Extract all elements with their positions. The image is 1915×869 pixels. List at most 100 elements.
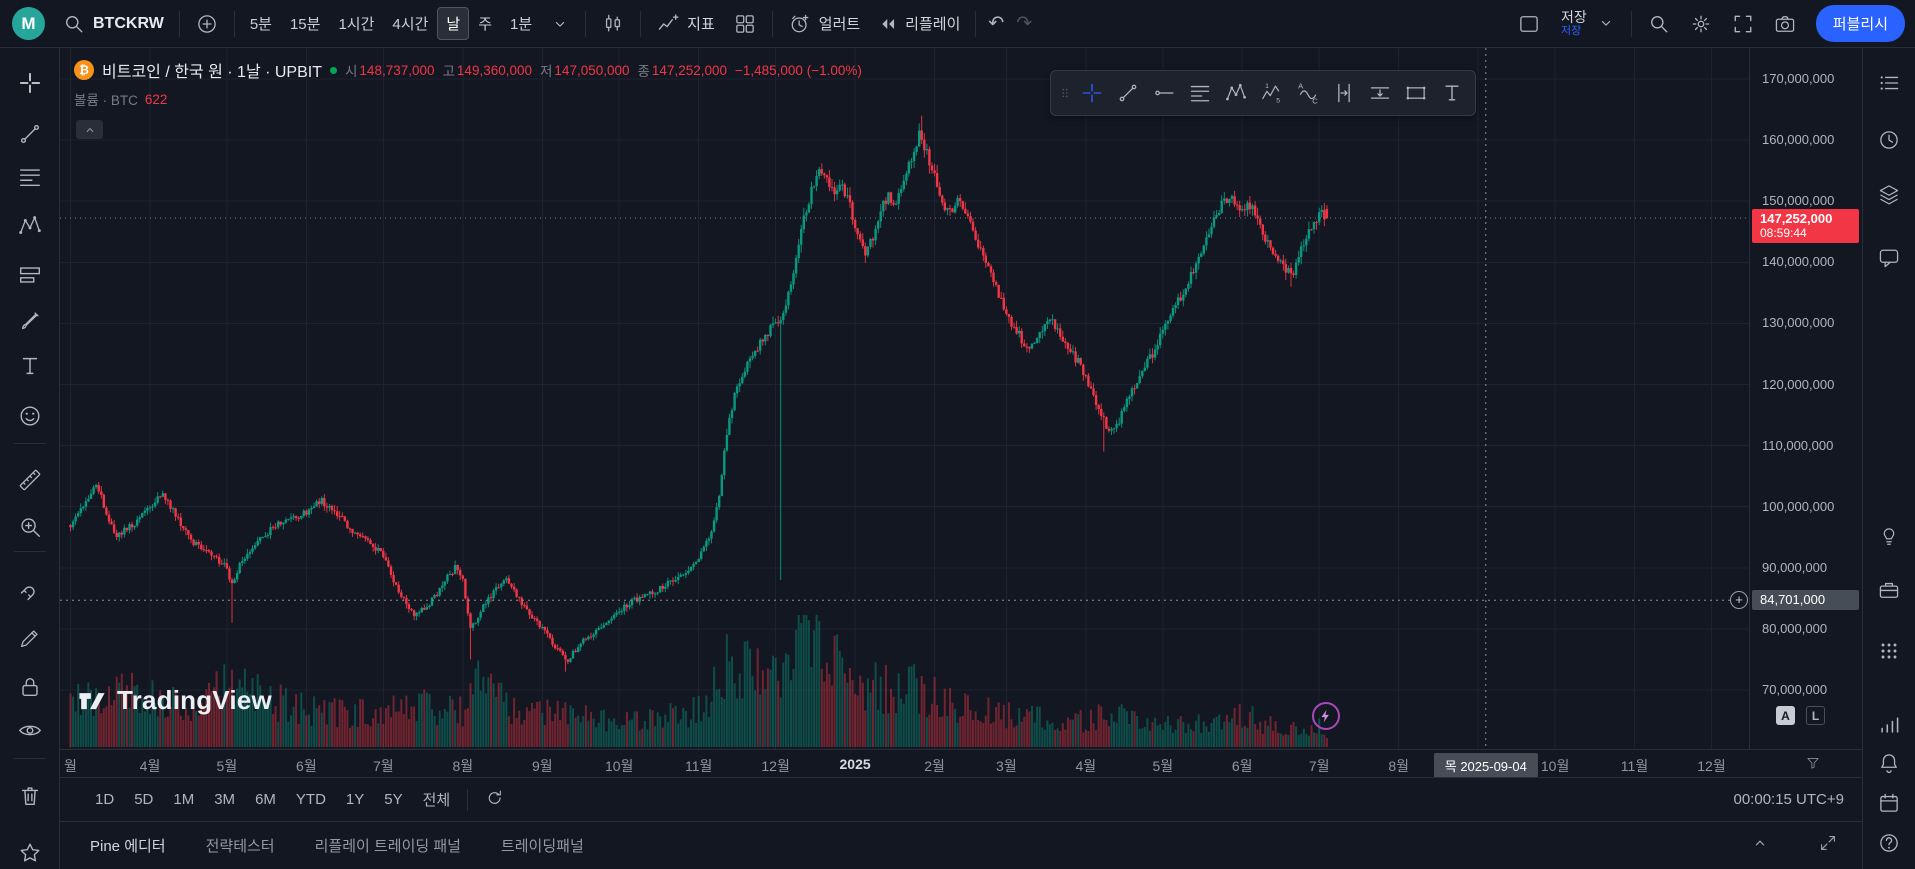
crosshair-plus-icon[interactable]: +	[1730, 591, 1748, 609]
float-trendline-button[interactable]	[1111, 76, 1145, 110]
portfolio-button[interactable]	[1869, 571, 1909, 609]
tradingview-logo-icon	[76, 684, 108, 716]
chart-style-button[interactable]	[592, 6, 634, 42]
chat-button[interactable]	[1869, 239, 1909, 277]
auto-scale-button[interactable]: A	[1776, 706, 1795, 725]
timeframe-1w[interactable]: 주	[469, 7, 501, 40]
panel-maximize-button[interactable]	[1814, 829, 1842, 862]
float-abc-pattern-button[interactable]	[1291, 76, 1325, 110]
alert-button[interactable]: 얼러트	[779, 6, 869, 42]
brush-tool-button[interactable]	[8, 301, 52, 341]
apps-button[interactable]	[1869, 632, 1909, 670]
range-3m[interactable]: 3M	[205, 786, 244, 813]
time-axis[interactable]: 목 2025-09-04 월 4월 5월 6월 7월 8월 9월 10월 11월 12월 2025 2…	[60, 749, 1862, 777]
candlestick-plot[interactable]	[60, 48, 1749, 749]
range-1y[interactable]: 1Y	[337, 786, 373, 813]
float-elliott-button[interactable]	[1255, 76, 1289, 110]
range-5y[interactable]: 5Y	[375, 786, 411, 813]
log-scale-button[interactable]: L	[1806, 706, 1825, 725]
float-date-range-button[interactable]	[1327, 76, 1361, 110]
snapshot-button[interactable]	[1764, 6, 1806, 42]
tradingview-watermark[interactable]: TradingView	[76, 684, 272, 716]
timeframe-1d[interactable]: 날	[437, 7, 470, 40]
session-clock[interactable]: 00:00:15 UTC+9	[1733, 791, 1845, 808]
range-6m[interactable]: 6M	[246, 786, 285, 813]
indicators-button[interactable]: 지표	[647, 6, 724, 42]
tab-replay-trading-panel[interactable]: 리플레이 트레이딩 패널	[315, 835, 461, 856]
alerts-panel-button[interactable]	[1869, 121, 1909, 159]
fib-tool-button[interactable]	[8, 157, 52, 197]
chart-settings-button[interactable]	[1680, 6, 1722, 42]
indicator-templates-button[interactable]	[724, 6, 766, 42]
zoom-tool-button[interactable]	[8, 507, 52, 547]
ideas-button[interactable]	[1869, 518, 1909, 556]
float-text-button[interactable]	[1435, 76, 1469, 110]
fullscreen-button[interactable]	[1722, 6, 1764, 42]
horizontal-ray-icon	[1152, 81, 1176, 105]
range-1d[interactable]: 1D	[86, 786, 123, 813]
measure-tool-button[interactable]	[8, 460, 52, 500]
save-label-group: 저장 저장	[1561, 9, 1587, 37]
quick-search-button[interactable]	[1638, 6, 1680, 42]
remove-drawings-button[interactable]	[8, 776, 52, 816]
legend-collapse-button[interactable]	[76, 120, 103, 139]
symbol-search-button[interactable]: BTCKRW	[53, 6, 173, 42]
compare-add-button[interactable]	[186, 6, 228, 42]
favorites-button[interactable]	[8, 833, 52, 869]
lock-drawings-button[interactable]	[8, 667, 52, 707]
dom-button[interactable]	[1869, 706, 1909, 744]
crosshair-tool-button[interactable]	[8, 63, 52, 103]
tab-strategy-tester[interactable]: 전략테스터	[206, 835, 275, 856]
help-button[interactable]	[1869, 824, 1909, 862]
price-axis[interactable]: 170,000,000 160,000,000 150,000,000 140,…	[1749, 48, 1862, 749]
drag-handle-icon[interactable]	[1057, 76, 1073, 110]
watchlist-button[interactable]	[1869, 64, 1909, 102]
range-1m[interactable]: 1M	[164, 786, 203, 813]
go-to-date-button[interactable]	[476, 783, 514, 817]
redo-icon[interactable]: ↷	[1010, 10, 1038, 37]
float-fib-button[interactable]	[1183, 76, 1217, 110]
layout-select-button[interactable]	[1508, 6, 1550, 42]
tab-pine-editor[interactable]: Pine 에디터	[90, 835, 166, 856]
float-xabcd-button[interactable]	[1219, 76, 1253, 110]
timeframe-dropdown[interactable]	[541, 8, 579, 40]
ohlc-values: 시 148,737,000 고 149,360,000 저 147,050,000 종…	[345, 60, 862, 80]
float-crosshair-button[interactable]	[1075, 76, 1109, 110]
undo-icon[interactable]: ↶	[982, 10, 1010, 37]
notifications-button[interactable]	[1869, 744, 1909, 782]
timeframe-1h[interactable]: 1시간	[329, 7, 383, 40]
calendar-button[interactable]	[1869, 784, 1909, 822]
float-hray-button[interactable]	[1147, 76, 1181, 110]
replay-button[interactable]: 리플레이	[869, 7, 969, 40]
time-axis-label: 2월	[924, 758, 945, 774]
drawing-toolbar	[0, 48, 60, 869]
range-ytd[interactable]: YTD	[287, 786, 335, 813]
publish-button[interactable]: 퍼블리시	[1815, 5, 1905, 42]
hide-drawings-button[interactable]	[8, 710, 52, 750]
tab-trading-panel[interactable]: 트레이딩패널	[501, 835, 584, 856]
range-all[interactable]: 전체	[414, 784, 460, 815]
object-tree-button[interactable]	[1869, 175, 1909, 213]
text-tool-button[interactable]	[8, 346, 52, 386]
timeframe-4h[interactable]: 4시간	[383, 7, 437, 40]
float-rectangle-button[interactable]	[1399, 76, 1433, 110]
chart-title[interactable]: 비트코인 / 한국 원 · 1날 · UPBIT	[102, 64, 322, 81]
emoji-icon	[17, 403, 43, 429]
timeframe-15m[interactable]: 15분	[281, 7, 330, 40]
pattern-tool-button[interactable]	[8, 206, 52, 246]
drawing-mode-button[interactable]	[8, 618, 52, 658]
timeframe-5m[interactable]: 5분	[241, 7, 281, 40]
position-tool-button[interactable]	[8, 255, 52, 295]
boost-button[interactable]	[1312, 702, 1340, 730]
save-layout-button[interactable]: 저장 저장	[1550, 4, 1625, 43]
axis-settings-icon[interactable]	[1805, 755, 1821, 776]
trendline-tool-button[interactable]	[8, 114, 52, 154]
magnet-mode-button[interactable]	[8, 571, 52, 611]
float-price-range-button[interactable]	[1363, 76, 1397, 110]
panel-expand-button[interactable]	[1746, 829, 1774, 862]
emoji-tool-button[interactable]	[8, 396, 52, 436]
range-5d[interactable]: 5D	[125, 786, 162, 813]
user-avatar[interactable]: M	[12, 7, 45, 40]
timeframe-1min[interactable]: 1분	[501, 7, 541, 40]
bitcoin-glyph: ₿	[79, 63, 89, 77]
